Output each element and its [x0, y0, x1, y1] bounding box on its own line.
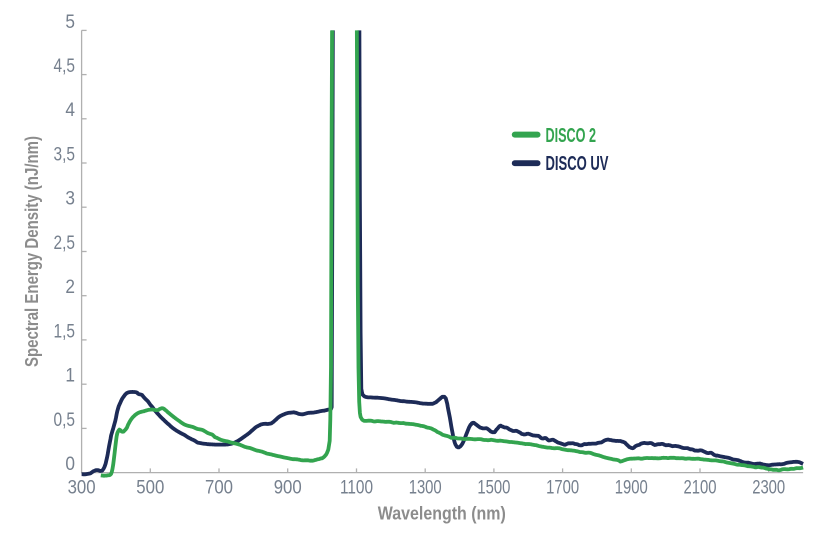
svg-text:1100: 1100: [340, 478, 373, 499]
svg-text:5: 5: [65, 12, 75, 33]
svg-text:1500: 1500: [477, 478, 510, 499]
svg-text:1: 1: [65, 366, 75, 387]
svg-text:1900: 1900: [615, 478, 648, 499]
svg-text:1,5: 1,5: [54, 321, 76, 342]
svg-text:2,5: 2,5: [54, 233, 76, 254]
svg-text:4,5: 4,5: [54, 56, 76, 77]
svg-text:1300: 1300: [409, 478, 442, 499]
svg-text:3: 3: [65, 189, 75, 210]
svg-text:4: 4: [65, 100, 75, 121]
svg-text:500: 500: [136, 478, 164, 499]
svg-text:0,5: 0,5: [54, 410, 76, 431]
svg-text:Wavelength (nm): Wavelength (nm): [378, 504, 506, 524]
svg-text:1700: 1700: [546, 478, 579, 499]
svg-text:2: 2: [65, 277, 75, 298]
svg-text:3,5: 3,5: [54, 144, 76, 165]
svg-text:Spectral Energy Density (nJ/nm: Spectral Energy Density (nJ/nm): [21, 136, 42, 367]
svg-text:700: 700: [205, 478, 233, 499]
svg-text:2300: 2300: [752, 478, 785, 499]
svg-text:0: 0: [65, 454, 75, 475]
svg-text:DISCO UV: DISCO UV: [546, 152, 609, 175]
svg-text:2100: 2100: [684, 478, 717, 499]
svg-text:900: 900: [274, 478, 302, 499]
svg-text:300: 300: [68, 478, 96, 499]
svg-text:DISCO 2: DISCO 2: [546, 124, 597, 147]
